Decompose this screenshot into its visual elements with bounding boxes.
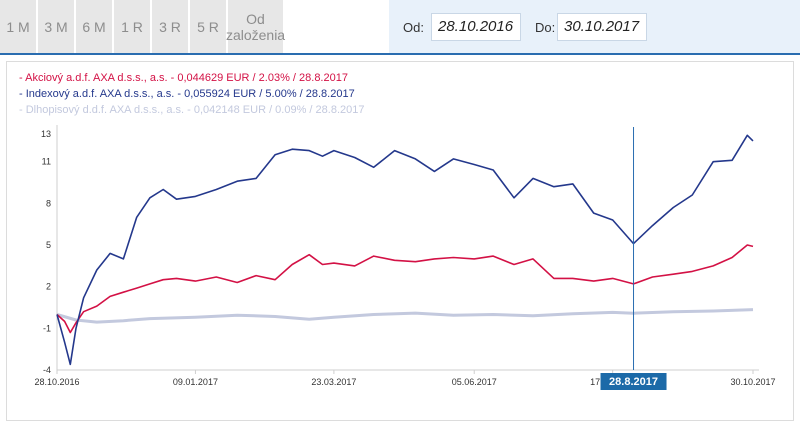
date-range-panel: Od: 28.10.2016 Do: 30.10.2017 <box>389 0 800 53</box>
period-button-6m[interactable]: 6 M <box>76 0 112 53</box>
date-to-label: Do: <box>535 20 556 35</box>
y-tick-label-1: -1 <box>43 323 51 333</box>
x-tick-label-0: 28.10.2016 <box>34 377 79 387</box>
chart-legend: - Akciový a.d.f. AXA d.s.s., a.s. - 0,04… <box>19 70 364 118</box>
hover-date-label: 28.8.2017 <box>609 376 658 388</box>
y-tick-label-6: 13 <box>41 129 51 139</box>
series-line-dlhopisovy <box>56 308 754 324</box>
y-tick-label-3: 5 <box>46 240 51 250</box>
period-button-1m[interactable]: 1 M <box>0 0 36 53</box>
x-tick-label-1: 09.01.2017 <box>173 377 218 387</box>
period-button-3r[interactable]: 3 R <box>152 0 188 53</box>
date-from-input[interactable]: 28.10.2016 <box>431 13 521 41</box>
hover-date-badge <box>600 373 667 390</box>
period-button-1r[interactable]: 1 R <box>114 0 150 53</box>
legend-item-indexovy[interactable]: - Indexový a.d.f. AXA d.s.s., a.s. - 0,0… <box>19 88 355 100</box>
legend-item-dlhopisovy[interactable]: - Dlhopisový d.d.f. AXA d.s.s., a.s. - 0… <box>19 104 365 116</box>
chart-container: -4 -1 2 5 8 11 13 28.10.2016 09.01.2017 23.03.201… <box>6 61 794 421</box>
legend-item-akciovy[interactable]: - Akciový a.d.f. AXA d.s.s., a.s. - 0,04… <box>19 72 348 84</box>
y-tick-label-4: 8 <box>46 198 51 208</box>
line-chart[interactable]: -4 -1 2 5 8 11 13 28.10.2016 09.01.2017 23.03.201… <box>7 62 795 422</box>
y-tick-label-0: -4 <box>43 365 51 375</box>
y-tick-label-2: 2 <box>46 282 51 292</box>
date-from-label: Od: <box>403 20 424 35</box>
top-toolbar: 1 M 3 M 6 M 1 R 3 R 5 R Od založenia Od:… <box>0 0 800 53</box>
date-to-input[interactable]: 30.10.2017 <box>557 13 647 41</box>
x-tick-label-3: 05.06.2017 <box>452 377 497 387</box>
period-button-5r[interactable]: 5 R <box>190 0 226 53</box>
period-button-since-inception[interactable]: Od založenia <box>226 0 285 53</box>
x-tick-label-2: 23.03.2017 <box>311 377 356 387</box>
period-button-3m[interactable]: 3 M <box>38 0 74 53</box>
period-selector: 1 M 3 M 6 M 1 R 3 R 5 R Od založenia <box>0 0 285 53</box>
header-divider <box>0 53 800 55</box>
x-tick-label-5: 30.10.2017 <box>730 377 775 387</box>
y-tick-label-5: 11 <box>42 157 51 167</box>
series-line-indexovy <box>56 134 754 366</box>
